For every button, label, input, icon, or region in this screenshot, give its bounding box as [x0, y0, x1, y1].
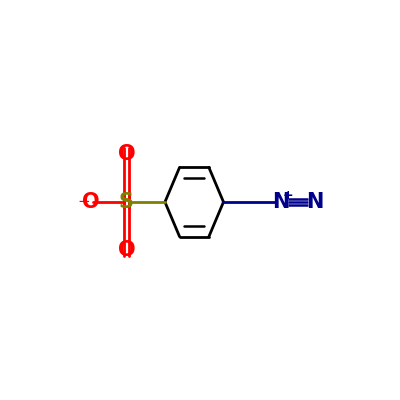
Text: −: − — [77, 194, 90, 210]
Text: O: O — [82, 192, 99, 212]
Text: S: S — [119, 192, 134, 212]
Text: N: N — [272, 192, 289, 212]
Text: +: + — [282, 189, 293, 202]
Text: N: N — [306, 192, 323, 212]
Text: O: O — [118, 144, 135, 164]
Text: O: O — [118, 240, 135, 260]
